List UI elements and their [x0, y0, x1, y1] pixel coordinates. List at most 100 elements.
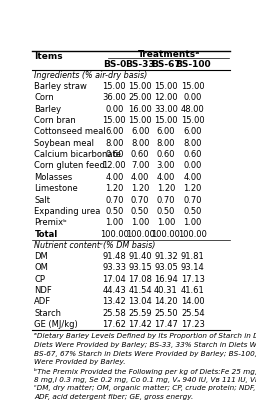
Text: Cottonseed meal: Cottonseed meal	[34, 127, 106, 136]
Text: Limestone: Limestone	[34, 184, 78, 193]
Text: CP: CP	[34, 274, 45, 284]
Text: ADF: ADF	[34, 297, 51, 306]
Text: ADF, acid detergent fiber; GE, gross energy.: ADF, acid detergent fiber; GE, gross ene…	[34, 394, 194, 400]
Text: 15.00: 15.00	[154, 82, 178, 91]
Text: ᵃDietary Barley Levels Defined by Its Proportion of Starch in Diets: BS-0, 0% St: ᵃDietary Barley Levels Defined by Its Pr…	[34, 333, 256, 340]
Text: OM: OM	[34, 263, 48, 272]
Text: 8.00: 8.00	[105, 139, 124, 148]
Text: BS-67: BS-67	[151, 60, 181, 69]
Text: 93.05: 93.05	[154, 263, 178, 272]
Text: Salt: Salt	[34, 196, 50, 205]
Text: ᶜDM, dry matter; OM, organic matter; CP, crude protein; NDF, neutral detergent f: ᶜDM, dry matter; OM, organic matter; CP,…	[34, 385, 256, 391]
Text: 25.54: 25.54	[181, 309, 205, 318]
Text: 0.70: 0.70	[131, 196, 150, 205]
Text: 17.08: 17.08	[128, 274, 152, 284]
Text: Nutrient contentᶜ(% DM basis): Nutrient contentᶜ(% DM basis)	[34, 241, 156, 250]
Text: Molasses: Molasses	[34, 173, 73, 182]
Text: 41.54: 41.54	[128, 286, 152, 295]
Text: Soybean meal: Soybean meal	[34, 139, 94, 148]
Text: 0.70: 0.70	[105, 196, 124, 205]
Text: 0.60: 0.60	[131, 150, 150, 159]
Text: 0.00: 0.00	[105, 104, 124, 114]
Text: 1.20: 1.20	[184, 184, 202, 193]
Text: Treatmentsᵃ: Treatmentsᵃ	[138, 50, 200, 59]
Text: Premixᵇ: Premixᵇ	[34, 218, 67, 228]
Text: GE (MJ/kg): GE (MJ/kg)	[34, 320, 78, 329]
Text: 91.32: 91.32	[154, 252, 178, 261]
Text: 93.33: 93.33	[102, 263, 126, 272]
Text: 17.47: 17.47	[154, 320, 178, 329]
Text: 14.20: 14.20	[154, 297, 178, 306]
Text: Starch: Starch	[34, 309, 61, 318]
Text: 93.15: 93.15	[128, 263, 152, 272]
Text: 0.50: 0.50	[157, 207, 175, 216]
Text: Diets Were Provided by Barley; BS-33, 33% Starch in Diets Were Provided by Barle: Diets Were Provided by Barley; BS-33, 33…	[34, 342, 256, 348]
Text: 25.00: 25.00	[128, 93, 152, 102]
Text: Items: Items	[34, 52, 63, 62]
Text: 15.00: 15.00	[181, 82, 205, 91]
Text: 0.60: 0.60	[184, 150, 202, 159]
Text: 0.60: 0.60	[105, 150, 124, 159]
Text: 7.00: 7.00	[131, 162, 150, 170]
Text: 13.42: 13.42	[102, 297, 126, 306]
Text: 36.00: 36.00	[102, 93, 126, 102]
Text: Corn: Corn	[34, 93, 54, 102]
Text: 15.00: 15.00	[102, 82, 126, 91]
Text: 100.00: 100.00	[100, 230, 129, 239]
Text: 25.59: 25.59	[128, 309, 152, 318]
Text: 41.61: 41.61	[181, 286, 205, 295]
Text: 17.62: 17.62	[102, 320, 126, 329]
Text: 100.00: 100.00	[126, 230, 155, 239]
Text: 17.42: 17.42	[128, 320, 152, 329]
Text: DM: DM	[34, 252, 48, 261]
Text: 17.23: 17.23	[181, 320, 205, 329]
Text: 0.70: 0.70	[184, 196, 202, 205]
Text: 8.00: 8.00	[184, 139, 202, 148]
Text: 0.00: 0.00	[184, 93, 202, 102]
Text: 15.00: 15.00	[181, 116, 205, 125]
Text: 8 mg,I 0.3 mg, Se 0.2 mg, Co 0.1 mg, Vₐ 940 IU, Vʙ 111 IU, VE 20 IU.: 8 mg,I 0.3 mg, Se 0.2 mg, Co 0.1 mg, Vₐ …	[34, 376, 256, 382]
Text: 1.20: 1.20	[131, 184, 149, 193]
Text: 0.70: 0.70	[157, 196, 175, 205]
Text: 6.00: 6.00	[131, 127, 150, 136]
Text: 8.00: 8.00	[157, 139, 175, 148]
Text: 14.00: 14.00	[181, 297, 205, 306]
Text: 12.00: 12.00	[154, 93, 178, 102]
Text: Were Provided by Barley.: Were Provided by Barley.	[34, 359, 126, 365]
Text: 12.00: 12.00	[102, 162, 126, 170]
Text: 25.58: 25.58	[102, 309, 126, 318]
Text: 17.04: 17.04	[102, 274, 126, 284]
Text: 93.14: 93.14	[181, 263, 205, 272]
Text: 91.48: 91.48	[102, 252, 126, 261]
Text: 44.43: 44.43	[102, 286, 126, 295]
Text: 33.00: 33.00	[154, 104, 178, 114]
Text: 1.00: 1.00	[184, 218, 202, 228]
Text: Barley straw: Barley straw	[34, 82, 87, 91]
Text: 15.00: 15.00	[128, 82, 152, 91]
Text: 1.00: 1.00	[131, 218, 149, 228]
Text: 48.00: 48.00	[181, 104, 205, 114]
Text: Total: Total	[34, 230, 58, 239]
Text: 1.20: 1.20	[157, 184, 175, 193]
Text: 4.00: 4.00	[184, 173, 202, 182]
Text: BS-33: BS-33	[125, 60, 155, 69]
Text: 6.00: 6.00	[105, 127, 124, 136]
Text: 15.00: 15.00	[154, 116, 178, 125]
Text: 3.00: 3.00	[157, 162, 175, 170]
Text: ᵇThe Premix Provided the Following per kg of Diets:Fe 25 mg,Mn 40 mg,Zn 40 mg,Cu: ᵇThe Premix Provided the Following per k…	[34, 368, 256, 375]
Text: 0.50: 0.50	[184, 207, 202, 216]
Text: 15.00: 15.00	[102, 116, 126, 125]
Text: BS-100: BS-100	[175, 60, 210, 69]
Text: BS-67, 67% Starch in Diets Were Provided by Barley; BS-100, 100% Starch in Diets: BS-67, 67% Starch in Diets Were Provided…	[34, 351, 256, 357]
Text: 16.94: 16.94	[154, 274, 178, 284]
Text: 13.04: 13.04	[128, 297, 152, 306]
Text: 1.00: 1.00	[105, 218, 124, 228]
Text: 1.00: 1.00	[157, 218, 175, 228]
Text: 100.00: 100.00	[178, 230, 207, 239]
Text: Corn gluten feed: Corn gluten feed	[34, 162, 105, 170]
Text: BS-0: BS-0	[103, 60, 126, 69]
Text: 8.00: 8.00	[131, 139, 150, 148]
Text: 6.00: 6.00	[184, 127, 202, 136]
Text: 0.50: 0.50	[105, 207, 124, 216]
Text: Corn bran: Corn bran	[34, 116, 76, 125]
